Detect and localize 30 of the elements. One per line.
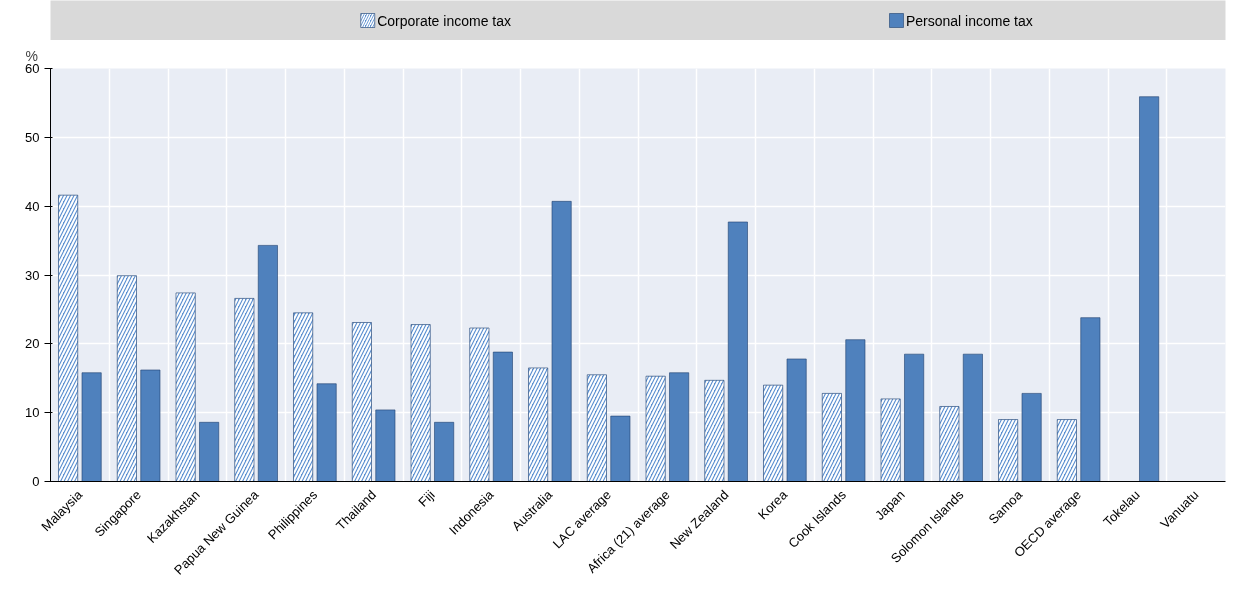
bar [1139,96,1160,482]
bar [727,221,748,482]
y-tick-label: 50 [25,129,40,145]
bar [434,422,455,482]
bar [610,415,631,482]
y-tick-label: 40 [25,198,40,214]
bar [669,372,690,482]
y-tick-label: 10 [25,405,40,421]
bar [1080,317,1101,482]
bar [492,351,513,482]
bar [316,383,337,482]
bar [199,422,220,482]
bar [551,201,572,482]
y-axis-title: % [25,47,38,64]
bar [375,409,396,482]
bar [904,353,925,482]
bar [962,353,983,482]
bar [845,339,866,482]
y-tick-label: 20 [25,336,40,352]
bar [786,358,807,482]
bar [1021,393,1042,482]
x-tick-label: Fiji [415,487,438,510]
bar [81,372,102,482]
y-tick-label: 30 [25,267,40,283]
legend-label: Personal income tax [905,12,1033,29]
y-tick-label: 0 [32,474,40,489]
y-tick-label: 60 [25,61,40,76]
bar [257,245,278,482]
bar [140,369,161,482]
legend-label: Corporate income tax [377,12,511,29]
